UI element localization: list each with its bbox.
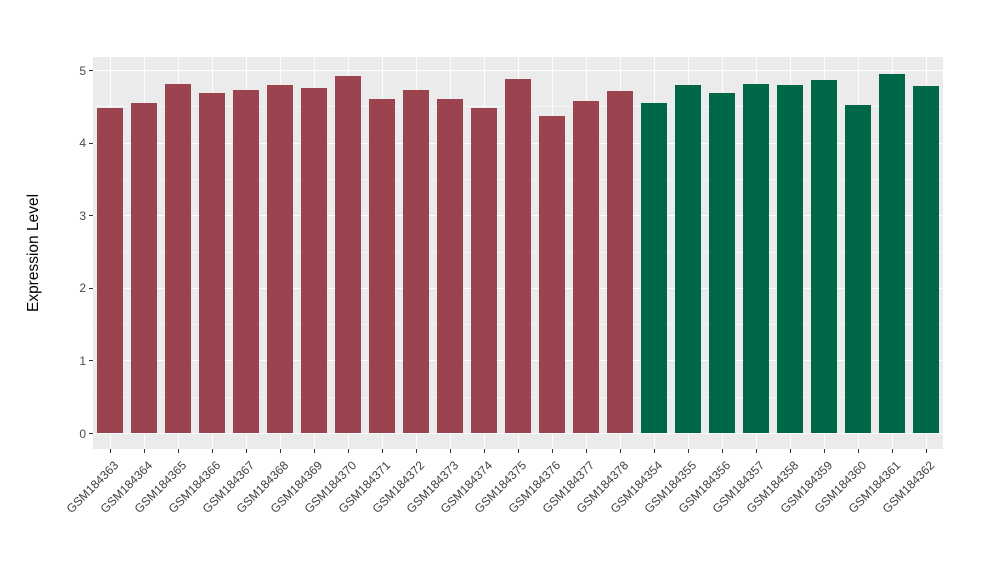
bar-GSM184361: [879, 74, 905, 433]
x-tick-mark-GSM184373: [449, 449, 451, 453]
y-tick-label-5: 5: [79, 63, 86, 78]
bar-GSM184355: [675, 84, 701, 433]
x-tick-mark-GSM184372: [415, 449, 417, 453]
bar-GSM184371: [369, 99, 395, 433]
bar-GSM184356: [709, 92, 735, 433]
bar-GSM184372: [403, 89, 429, 433]
x-tick-mark-GSM184364: [143, 449, 145, 453]
x-tick-mark-GSM184370: [347, 449, 349, 453]
y-axis-title: Expression Level: [25, 193, 42, 313]
y-tick-label-3: 3: [79, 208, 86, 223]
bar-GSM184354: [641, 103, 667, 433]
x-tick-mark-GSM184357: [755, 449, 757, 453]
x-axis-tick-marks: [93, 449, 943, 454]
bar-GSM184364: [131, 102, 157, 433]
x-tick-mark-GSM184355: [687, 449, 689, 453]
y-tick-label-0: 0: [79, 426, 86, 441]
x-tick-mark-GSM184360: [857, 449, 859, 453]
plot-panel: [93, 57, 943, 449]
bar-GSM184377: [573, 100, 599, 433]
y-axis-tick-labels: 0 1 2 3 4 5: [48, 57, 86, 449]
x-tick-mark-GSM184354: [653, 449, 655, 453]
x-tick-mark-GSM184377: [585, 449, 587, 453]
x-tick-mark-GSM184374: [483, 449, 485, 453]
bar-GSM184374: [471, 108, 497, 433]
y-axis-tick-marks: [88, 57, 93, 449]
x-tick-mark-GSM184356: [721, 449, 723, 453]
x-tick-mark-GSM184369: [313, 449, 315, 453]
y-tick-mark-1: [89, 360, 93, 362]
x-tick-mark-GSM184361: [891, 449, 893, 453]
bar-GSM184378: [607, 91, 633, 433]
y-axis-title-container: Expression Level: [14, 57, 42, 449]
x-tick-mark-GSM184376: [551, 449, 553, 453]
bar-GSM184369: [301, 88, 327, 433]
bar-GSM184362: [913, 85, 939, 433]
x-tick-mark-GSM184375: [517, 449, 519, 453]
bar-GSM184365: [165, 83, 191, 433]
x-tick-mark-GSM184366: [211, 449, 213, 453]
y-tick-mark-5: [89, 70, 93, 71]
y-tick-mark-4: [89, 142, 93, 144]
y-tick-mark-3: [89, 215, 93, 217]
bar-GSM184367: [233, 89, 259, 433]
x-tick-mark-GSM184358: [789, 449, 791, 453]
bar-GSM184370: [335, 75, 361, 433]
x-tick-mark-GSM184363: [109, 449, 111, 453]
y-tick-label-1: 1: [79, 353, 86, 368]
y-tick-label-2: 2: [79, 281, 86, 296]
bar-GSM184359: [811, 80, 837, 433]
y-tick-label-4: 4: [79, 136, 86, 151]
bar-GSM184358: [777, 84, 803, 433]
y-tick-mark-2: [89, 287, 93, 289]
bar-GSM184373: [437, 99, 463, 433]
x-tick-mark-GSM184368: [279, 449, 281, 453]
bar-GSM184357: [743, 83, 769, 433]
x-tick-mark-GSM184371: [381, 449, 383, 453]
x-tick-mark-GSM184359: [823, 449, 825, 453]
bar-GSM184376: [539, 115, 565, 433]
y-tick-mark-0: [89, 433, 93, 434]
x-axis-tick-labels: GSM184363 GSM184364 GSM184365 GSM184366 GSM1…: [64, 456, 943, 576]
bar-GSM184366: [199, 93, 225, 433]
x-tick-mark-GSM184378: [619, 449, 621, 453]
bar-GSM184363: [97, 107, 123, 433]
bar-GSM184360: [845, 104, 871, 433]
x-tick-mark-GSM184367: [245, 449, 247, 453]
x-tick-mark-GSM184365: [177, 449, 179, 453]
bar-GSM184368: [267, 84, 293, 433]
x-tick-mark-GSM184362: [925, 449, 927, 453]
bar-GSM184375: [505, 78, 531, 433]
